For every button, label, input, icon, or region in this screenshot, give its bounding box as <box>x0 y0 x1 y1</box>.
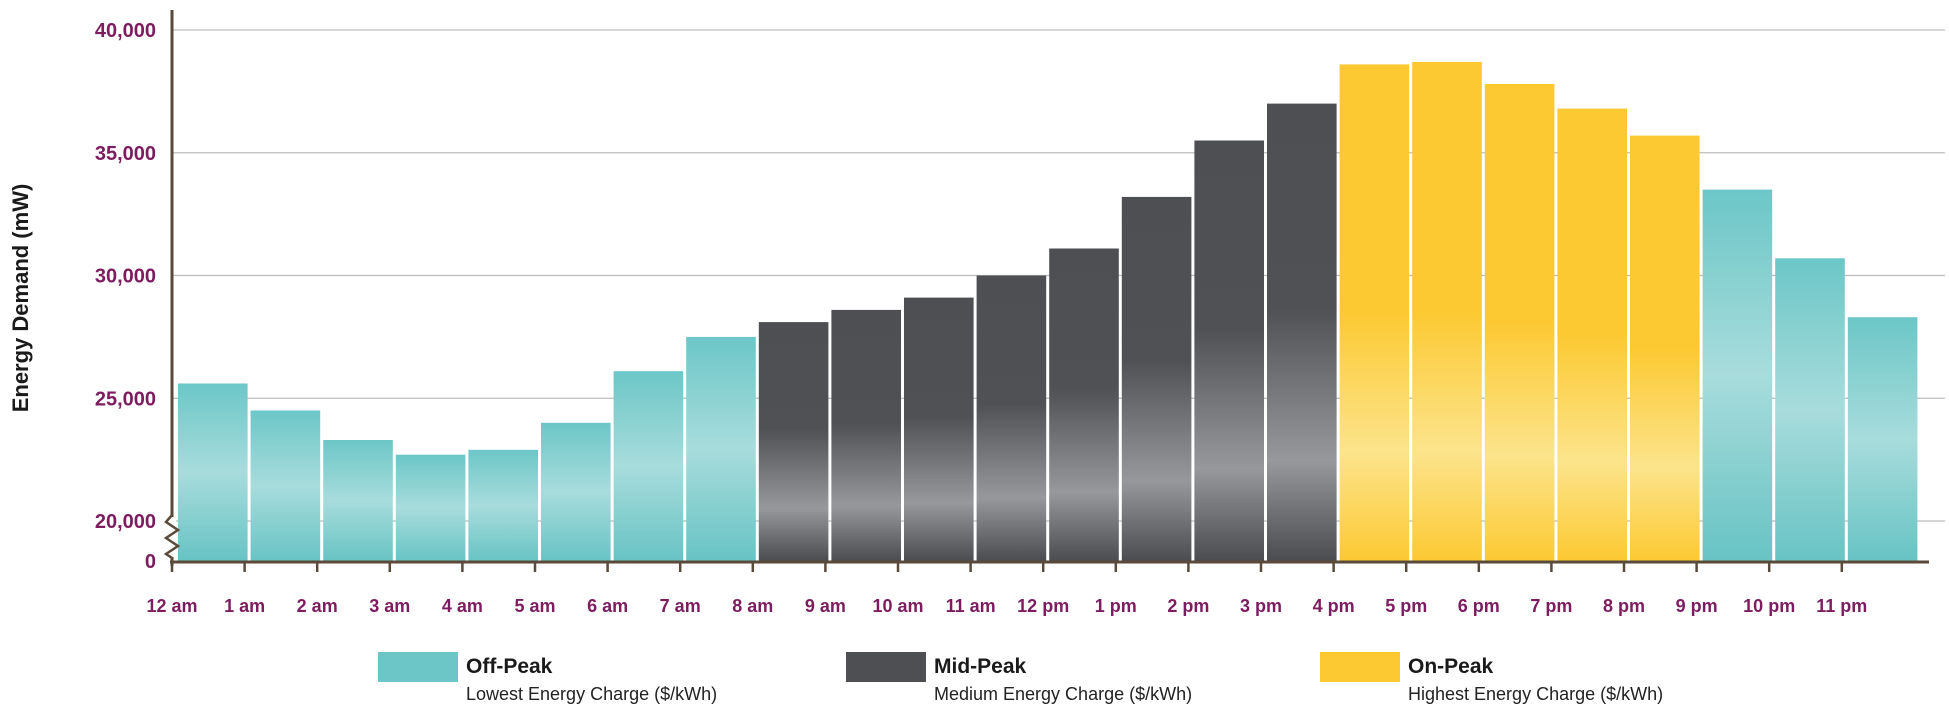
bar-9-am <box>831 309 901 561</box>
legend-title: Off-Peak <box>466 655 553 678</box>
bar-6-am <box>613 371 684 561</box>
x-tick-label: 10 am <box>872 596 923 616</box>
y-tick-label: 35,000 <box>95 143 156 165</box>
y-tick-label: 40,000 <box>95 20 156 42</box>
bar-3-am <box>395 454 466 561</box>
x-tick-label: 3 pm <box>1240 596 1282 616</box>
legend-item-mid: Mid-Peak Medium Energy Charge ($/kWh) <box>846 652 1192 704</box>
x-tick-label: 6 am <box>587 596 628 616</box>
bar-1-am <box>250 410 321 561</box>
legend: Off-Peak Lowest Energy Charge ($/kWh) Mid-… <box>378 652 1663 704</box>
bar-8-pm <box>1630 135 1700 561</box>
x-tick-label: 1 pm <box>1095 596 1137 616</box>
legend-subtitle: Lowest Energy Charge ($/kWh) <box>466 684 717 704</box>
x-tick-labels: 12 am 1 am 2 am 3 am 4 am 5 am 6 am 7 am 8 am 9 a… <box>146 562 1867 616</box>
x-tick-label: 2 pm <box>1167 596 1209 616</box>
x-tick-label: 1 am <box>224 596 265 616</box>
bar-4-am <box>468 449 538 561</box>
legend-title: Mid-Peak <box>934 655 1027 678</box>
bar-7-pm <box>1557 108 1627 561</box>
x-tick-label: 9 am <box>805 596 846 616</box>
bar-9-pm <box>1702 189 1773 561</box>
y-tick-label: 25,000 <box>95 388 156 410</box>
x-tick-label: 7 am <box>660 596 701 616</box>
y-tick-label: 30,000 <box>95 266 156 288</box>
bar-5-pm <box>1412 61 1482 562</box>
x-tick-label: 2 am <box>297 596 338 616</box>
x-tick-label: 12 am <box>146 596 197 616</box>
bar-1-pm <box>1121 196 1192 561</box>
x-tick-label: 6 pm <box>1458 596 1500 616</box>
x-tick-label: 12 pm <box>1017 596 1069 616</box>
axis-break-mark <box>163 514 181 560</box>
bar-11-am <box>976 275 1047 561</box>
legend-subtitle: Highest Energy Charge ($/kWh) <box>1408 684 1663 704</box>
legend-title: On-Peak <box>1408 655 1494 678</box>
bar-4-pm <box>1339 64 1410 562</box>
legend-swatch <box>846 652 926 682</box>
bar-12-am <box>178 383 248 561</box>
y-tick-label: 20,000 <box>95 511 156 533</box>
bar-5-am <box>541 422 611 561</box>
bar-2-am <box>323 440 393 561</box>
axis-break-gap <box>168 517 176 557</box>
legend-item-on: On-Peak Highest Energy Charge ($/kWh) <box>1320 652 1663 704</box>
x-tick-label: 5 pm <box>1385 596 1427 616</box>
x-tick-label: 3 am <box>369 596 410 616</box>
bar-2-pm <box>1194 140 1264 561</box>
bar-6-pm <box>1484 84 1555 561</box>
legend-subtitle: Medium Energy Charge ($/kWh) <box>934 684 1192 704</box>
bar-8-am <box>758 322 829 561</box>
x-tick-label: 8 pm <box>1603 596 1645 616</box>
y-axis-label: Energy Demand (mW) <box>8 184 33 413</box>
bar-3-pm <box>1267 103 1337 561</box>
x-tick-label: 11 pm <box>1816 596 1867 616</box>
legend-swatch <box>1320 652 1400 682</box>
x-tick-label: 10 pm <box>1743 596 1795 616</box>
y-tick-label: 0 <box>145 551 156 573</box>
x-tick-label: 5 am <box>514 596 555 616</box>
x-tick-label: 11 am <box>946 596 996 616</box>
x-tick-label: 7 pm <box>1530 596 1572 616</box>
x-tick-label: 4 pm <box>1313 596 1355 616</box>
legend-swatch <box>378 652 458 682</box>
x-tick-label: 8 am <box>732 596 773 616</box>
bar-10-pm <box>1775 258 1845 561</box>
legend-item-off: Off-Peak Lowest Energy Charge ($/kWh) <box>378 652 717 704</box>
bar-12-pm <box>1049 248 1119 561</box>
y-tick-labels: 40,000 35,000 30,000 25,000 20,000 0 <box>95 20 156 573</box>
bars <box>178 61 1918 562</box>
bar-11-pm <box>1847 317 1918 561</box>
x-tick-label: 9 pm <box>1676 596 1718 616</box>
bar-10-am <box>904 297 974 561</box>
bar-7-am <box>686 336 756 561</box>
x-tick-label: 4 am <box>442 596 483 616</box>
